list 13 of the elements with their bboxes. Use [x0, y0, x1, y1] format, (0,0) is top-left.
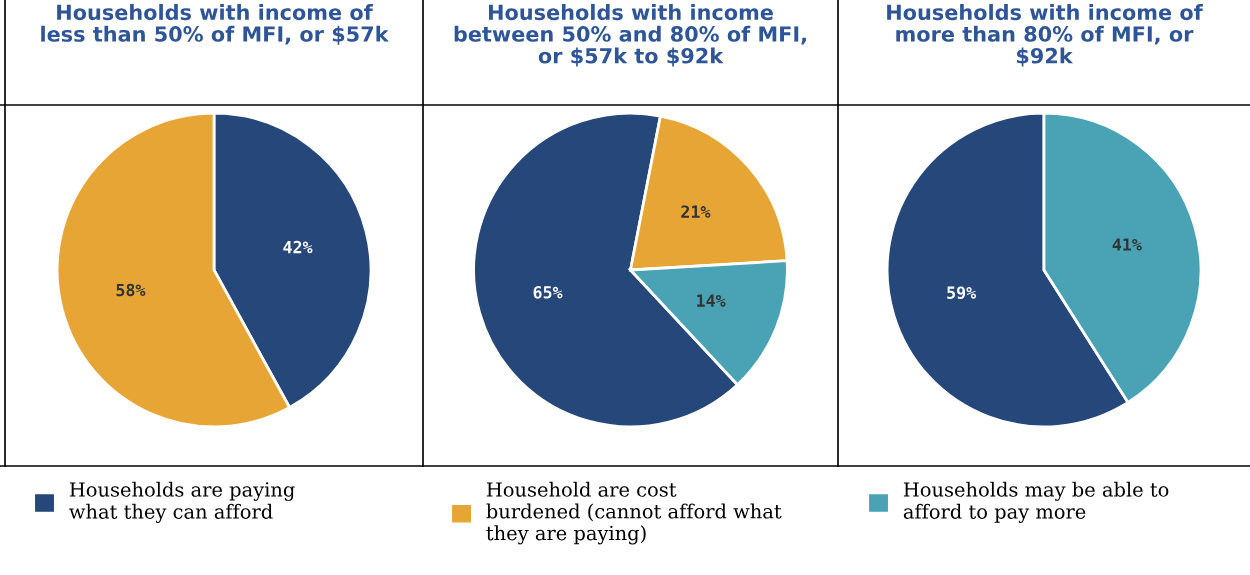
chart-title: Households with income of less than 50% of MFI, or $57k	[41, 4, 389, 45]
chart-title: Households with income between 50% and 80% of MFI, or $57k to $92k	[454, 4, 806, 67]
legend-label: Household are cost burdened (cannot afford what they are paying)	[486, 481, 782, 545]
data-label: 59%	[947, 286, 977, 299]
legend-label: Households may be able to afford to pay more	[903, 481, 1169, 523]
data-label: 41%	[1112, 238, 1142, 251]
data-label: 14%	[697, 294, 726, 307]
data-label: 42%	[283, 240, 313, 254]
data-label: 21%	[681, 205, 711, 218]
data-label: 65%	[533, 286, 563, 299]
chart-title: Households with income of more than 80% of MFI, or $92k	[887, 4, 1203, 67]
legend-label: Households are paying what they can afford	[69, 481, 295, 523]
data-label: 58%	[116, 283, 146, 297]
